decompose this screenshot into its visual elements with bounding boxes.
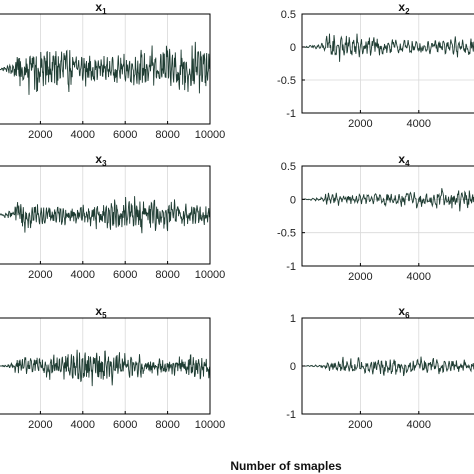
x-tick-label: 2000 bbox=[28, 419, 52, 431]
series-line-x3 bbox=[0, 196, 210, 234]
series-line-x2 bbox=[302, 33, 474, 62]
x-tick-label: 8000 bbox=[155, 419, 179, 431]
panel-x4: 2000 4000 0.5 0 -0.5 -1 x4 bbox=[277, 152, 474, 283]
panel-x1: 2000 4000 6000 8000 10000 x1 bbox=[0, 0, 225, 141]
x-tick-label: 10000 bbox=[195, 129, 226, 141]
y-tick-label: -1 bbox=[286, 261, 296, 273]
panel-title: x5 bbox=[95, 304, 107, 320]
y-tick-label: -1 bbox=[286, 409, 296, 421]
y-tick-label: 0 bbox=[290, 361, 296, 373]
panel-x2: 2000 4000 0.5 0 -0.5 -1 x2 bbox=[277, 0, 474, 130]
x-tick-label: 4000 bbox=[71, 269, 95, 281]
x-tick-label: 2000 bbox=[348, 419, 372, 431]
panel-title: x1 bbox=[95, 0, 107, 16]
x-axis-label: Number of smaples bbox=[230, 459, 342, 473]
y-tick-label: 0 bbox=[290, 194, 296, 206]
x-tick-label: 6000 bbox=[113, 419, 137, 431]
x-tick-label: 2000 bbox=[348, 271, 372, 283]
x-tick-label: 2000 bbox=[28, 129, 52, 141]
y-tick-label: 0.5 bbox=[281, 161, 296, 173]
axes-frame bbox=[0, 165, 211, 265]
series-line-x1 bbox=[0, 41, 210, 95]
x-tick-label: 2000 bbox=[28, 269, 52, 281]
x-tick-label: 10000 bbox=[195, 269, 226, 281]
x-tick-label: 4000 bbox=[71, 419, 95, 431]
x-tick-label: 8000 bbox=[155, 269, 179, 281]
panel-title: x4 bbox=[398, 152, 410, 168]
panel-x3: 2000 4000 6000 8000 10000 x3 bbox=[0, 152, 225, 281]
x-tick-label: 2000 bbox=[348, 118, 372, 130]
panel-title: x3 bbox=[95, 152, 107, 168]
y-tick-label: 0 bbox=[290, 42, 296, 54]
x-tick-label: 4000 bbox=[407, 419, 431, 431]
axes-frame bbox=[0, 13, 211, 125]
x-tick-label: 6000 bbox=[113, 269, 137, 281]
panel-title: x6 bbox=[398, 304, 410, 320]
x-tick-label: 8000 bbox=[155, 129, 179, 141]
panel-x6: 2000 4000 1 0 -1 x6 bbox=[286, 304, 474, 431]
y-tick-label: 0.5 bbox=[281, 9, 296, 21]
y-tick-label: 1 bbox=[290, 313, 296, 325]
x-tick-label: 6000 bbox=[113, 129, 137, 141]
x-tick-label: 10000 bbox=[195, 419, 226, 431]
series-line-x6 bbox=[302, 356, 474, 377]
x-tick-label: 4000 bbox=[407, 118, 431, 130]
axes-frame bbox=[0, 317, 211, 415]
y-tick-label: -0.5 bbox=[277, 228, 296, 240]
x-tick-label: 4000 bbox=[407, 271, 431, 283]
y-tick-label: -1 bbox=[286, 108, 296, 120]
panel-title: x2 bbox=[398, 0, 410, 16]
series-line-x5 bbox=[0, 349, 210, 387]
axes-frame bbox=[301, 165, 474, 267]
y-tick-label: -0.5 bbox=[277, 75, 296, 87]
panel-x5: 2000 4000 6000 8000 10000 x5 bbox=[0, 304, 225, 431]
axes-frame bbox=[301, 13, 474, 114]
series-line-x4 bbox=[302, 188, 474, 212]
x-tick-label: 4000 bbox=[71, 129, 95, 141]
